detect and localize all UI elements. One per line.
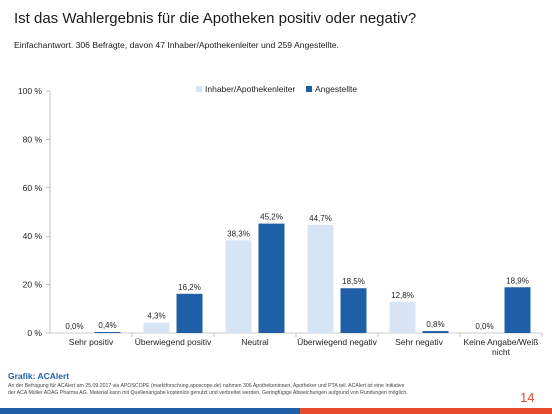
data-label: 0,0% [475,322,493,331]
bar [176,293,203,333]
bar [389,302,416,333]
y-tick-label: 100 % [18,86,43,96]
bar [258,223,285,333]
data-label: 38,3% [227,229,250,238]
x-tick-label: Überwiegend positiv [135,337,212,347]
legend-swatch [306,86,312,92]
x-tick-label: nicht [492,347,511,357]
y-tick-label: 60 % [23,183,43,193]
source-title: Grafik: ACAlert [8,371,70,381]
bar [225,240,252,333]
page-number: 14 [520,390,535,405]
bottom-accent-bar [0,408,552,414]
bar [94,332,121,333]
legend-label: Angestellte [315,84,357,94]
y-tick-label: 20 % [23,280,43,290]
data-label: 16,2% [178,283,201,292]
legend-label: Inhaber/Apothekenleiter [205,84,295,94]
data-label: 0,0% [65,322,83,331]
x-tick-label: Neutral [241,337,269,347]
data-label: 45,2% [260,213,283,222]
x-tick-label: Sehr negativ [395,337,443,347]
bar-chart: 0 % 20 % 40 % 60 % 80 % 100 % 0,0% 0,4% Sehr pos… [18,84,543,357]
source-footer: Grafik: ACAlert An der Befragung für ACA… [8,371,408,397]
data-label: 18,5% [342,277,365,286]
data-label: 12,8% [391,291,414,300]
bottom-bar-red [300,408,552,414]
bar [340,288,367,333]
data-label: 4,3% [147,312,165,321]
data-label: 44,7% [309,214,332,223]
y-tick-label: 40 % [23,231,43,241]
x-tick-label: Sehr positiv [69,337,114,347]
y-tick-label: 80 % [23,134,43,144]
x-tick-label: Überwiegend negativ [297,337,378,347]
bar [307,224,334,333]
data-label: 0,4% [98,321,116,330]
bar [143,322,170,333]
data-label: 0,8% [426,320,444,329]
data-label: 18,9% [506,276,529,285]
x-tick-label: Keine Angabe/Weiß [464,337,539,347]
legend-swatch [196,86,202,92]
source-note: An der Befragung für ACAlert am 25.09.20… [8,383,408,396]
bar [422,331,449,333]
page-title: Ist das Wahlergebnis für die Apotheken p… [14,10,417,27]
page-subtitle: Einfachantwort. 306 Befragte, davon 47 I… [14,40,339,50]
bar [504,287,531,333]
y-tick-label: 0 % [27,328,42,338]
bottom-bar-blue [0,408,300,414]
